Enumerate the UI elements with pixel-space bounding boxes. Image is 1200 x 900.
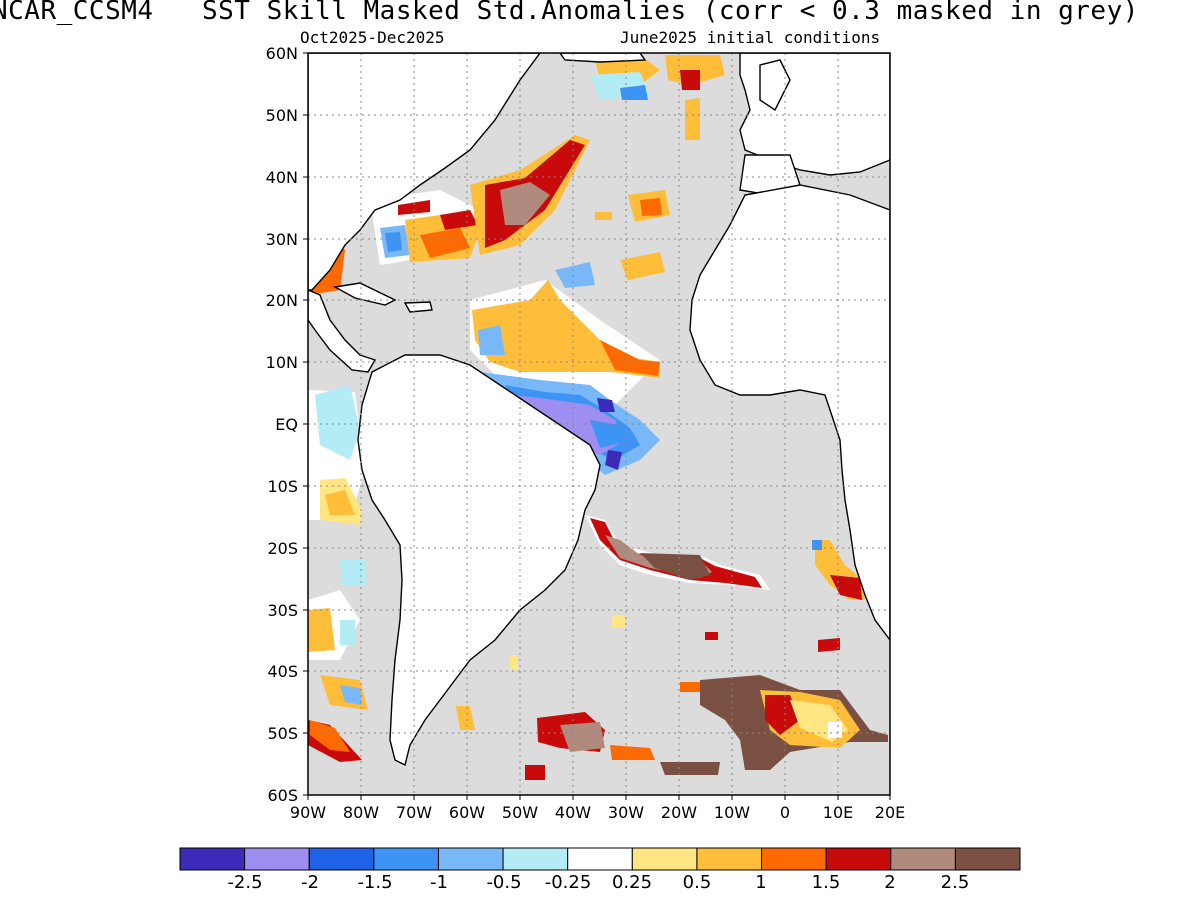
forecast-period: Oct2025-Dec2025 [300,28,445,47]
lon-label-10e: 10E [822,803,854,822]
colorbar-label: -0.25 [544,872,592,893]
colorbar-swatch [179,847,246,871]
colorbar-swatch [761,847,827,871]
lon-label-80w: 80W [342,803,380,822]
lon-label-20w: 20W [660,803,698,822]
lat-label-10s: 10S [267,477,298,496]
lon-label-90w: 90W [289,803,327,822]
lon-label-10w: 10W [713,803,751,822]
colorbar-label: -1.5 [357,872,393,893]
colorbar-swatch [890,847,956,871]
colorbar-label: -0.5 [486,872,522,893]
colorbar-label: 0.25 [611,872,653,893]
colorbar-label: 0.5 [682,872,712,893]
gridlines [308,53,890,795]
colorbar-label: 1 [755,872,767,893]
colorbar-label: 2 [884,872,896,893]
lat-label-50n: 50N [265,106,298,125]
lat-label-20n: 20N [265,291,298,310]
lat-label-60s: 60S [267,786,298,805]
lon-label-20e: 20E [874,803,906,822]
land [308,53,890,767]
lat-label-10n: 10N [265,353,298,372]
colorbar-swatch [502,847,569,871]
lat-label-20s: 20S [267,539,298,558]
colorbar-swatch [308,847,375,871]
tick-marks [303,52,891,800]
lon-label-70w: 70W [395,803,433,822]
colorbar-label: 2.5 [940,872,970,893]
lon-label-60w: 60W [448,803,486,822]
colorbar-swatch [567,847,633,871]
lat-label-40s: 40S [267,662,298,681]
colorbar-swatch [825,847,892,871]
lat-label-30s: 30S [267,601,298,620]
colorbar-swatch [437,847,504,871]
colorbar-label: -2.5 [227,872,263,893]
anomaly-patches [308,53,888,780]
colorbar-swatch [696,847,763,871]
colorbar-swatch [631,847,698,871]
colorbar-swatch [373,847,439,871]
colorbar-label: -1 [430,872,448,893]
colorbar-swatch [244,847,310,871]
initial-conditions-label: June2025 initial conditions [620,28,881,47]
colorbar-label: 1.5 [811,872,841,893]
colorbar-label: -2 [301,872,319,893]
chart-title: NCAR_CCSM4 SST Skill Masked Std.Anomalie… [0,0,1139,26]
colorbar-swatch [954,847,1021,871]
lat-label-eq: EQ [275,415,298,434]
lat-label-50s: 50S [267,724,298,743]
lat-label-30n: 30N [265,230,298,249]
lon-label-0: 0 [779,803,791,822]
lat-label-60n: 60N [265,44,298,63]
map-field [308,53,890,795]
lon-label-40w: 40W [554,803,592,822]
colorbar [179,847,1021,871]
lon-label-50w: 50W [501,803,539,822]
lon-label-30w: 30W [607,803,645,822]
lat-label-40n: 40N [265,168,298,187]
